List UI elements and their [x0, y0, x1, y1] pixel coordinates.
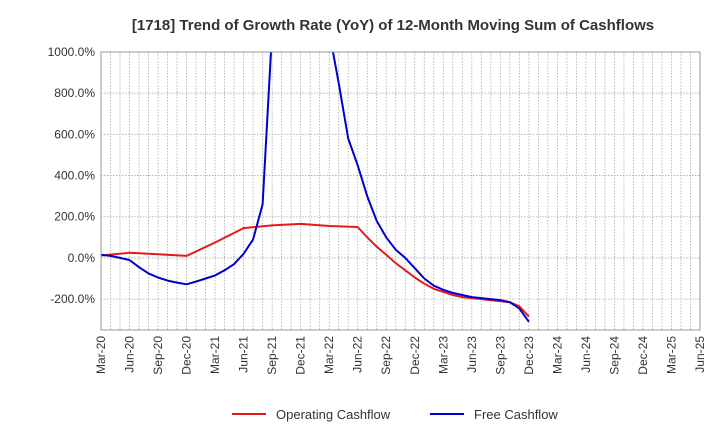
y-tick-label: 400.0%: [54, 169, 95, 183]
x-tick-label: Sep-21: [265, 336, 279, 375]
legend-label-operating: Operating Cashflow: [276, 407, 391, 422]
y-tick-label: 0.0%: [68, 251, 96, 265]
legend-label-free: Free Cashflow: [474, 407, 558, 422]
grid: [101, 51, 700, 330]
series-layer: [101, 52, 530, 323]
y-tick-label: 200.0%: [54, 210, 95, 224]
plot-border: [100, 51, 701, 331]
x-tick-label: Sep-23: [493, 336, 507, 375]
plot-area: [101, 52, 700, 330]
y-tick-label: 600.0%: [54, 127, 95, 141]
y-tick-label: -200.0%: [50, 292, 95, 306]
y-axis: 1000.0% 800.0% 600.0% 400.0% 200.0% 0.0% -200.…: [48, 45, 96, 306]
free-cashflow-line: [101, 52, 530, 323]
x-tick-label: Jun-24: [579, 336, 593, 373]
y-tick-label: 800.0%: [54, 86, 95, 100]
x-tick-label: Dec-20: [180, 336, 194, 375]
x-tick-label: Dec-23: [522, 336, 536, 375]
chart-title: [1718] Trend of Growth Rate (YoY) of 12-…: [132, 17, 654, 34]
x-tick-label: Mar-23: [436, 336, 450, 374]
x-tick-label: Mar-25: [664, 336, 678, 374]
x-tick-label: Mar-21: [208, 336, 222, 374]
x-tick-label: Sep-20: [151, 336, 165, 375]
x-tick-label: Dec-21: [294, 336, 308, 375]
x-tick-label: Mar-22: [322, 336, 336, 374]
x-tick-label: Sep-22: [379, 336, 393, 375]
x-tick-label: Jun-22: [351, 336, 365, 373]
x-tick-label: Mar-20: [94, 336, 108, 374]
legend: Operating Cashflow Free Cashflow: [232, 407, 558, 422]
y-tick-label: 1000.0%: [48, 45, 96, 59]
x-tick-label: Dec-22: [408, 336, 422, 375]
x-axis: Mar-20 Jun-20 Sep-20 Dec-20 Mar-21 Jun-21 Sep-…: [94, 336, 707, 375]
x-tick-label: Dec-24: [636, 336, 650, 375]
x-tick-label: Sep-24: [607, 336, 621, 375]
x-tick-label: Jun-25: [693, 336, 707, 373]
x-tick-label: Mar-24: [550, 336, 564, 374]
x-tick-label: Jun-20: [123, 336, 137, 373]
x-tick-label: Jun-23: [465, 336, 479, 373]
x-tick-label: Jun-21: [237, 336, 251, 373]
